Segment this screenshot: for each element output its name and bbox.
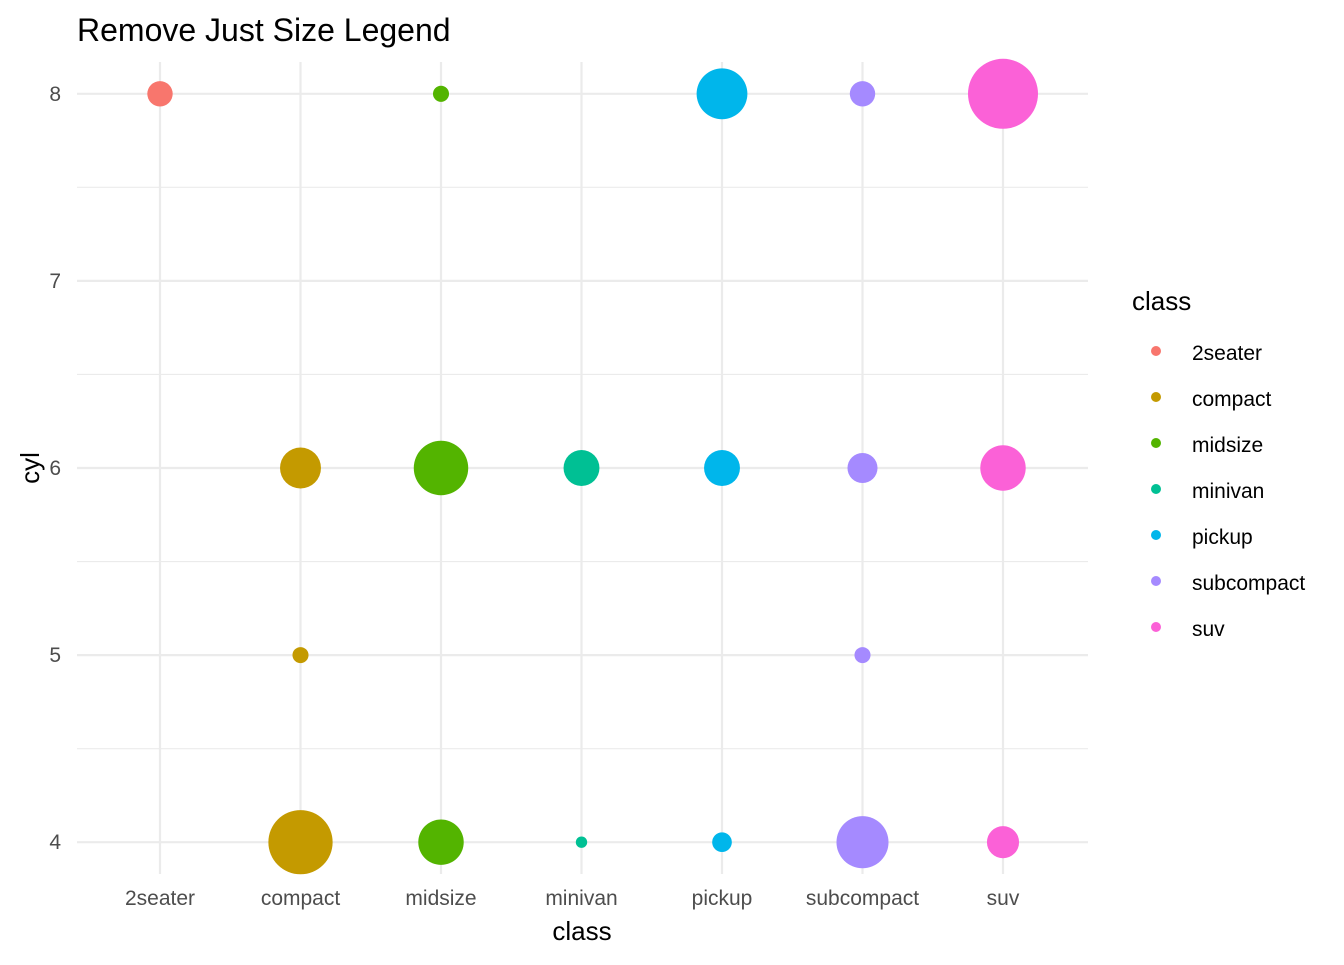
x-tick-label: subcompact: [806, 887, 919, 910]
x-tick-label: pickup: [692, 887, 753, 910]
y-tick-label: 8: [49, 83, 61, 106]
x-tick-label: midsize: [405, 887, 476, 910]
data-point: [847, 452, 878, 484]
points-layer: [147, 58, 1038, 875]
data-point: [432, 85, 450, 102]
data-point: [849, 81, 876, 107]
y-tick-label: 6: [49, 457, 61, 480]
data-point: [268, 810, 333, 875]
legend-items: 2seater compact midsize minivan pickup subcom…: [1151, 342, 1305, 641]
legend-key: [1151, 622, 1161, 632]
data-point: [854, 647, 871, 664]
x-axis-title: class: [552, 916, 611, 946]
legend-title: class: [1132, 286, 1191, 316]
data-point: [968, 58, 1038, 129]
x-tick-label: compact: [261, 887, 341, 910]
x-tick-label: minivan: [545, 887, 617, 910]
legend-label: midsize: [1192, 434, 1263, 457]
legend-key: [1151, 530, 1161, 540]
data-point: [413, 440, 469, 496]
legend-item: midsize: [1151, 434, 1263, 457]
data-point: [292, 647, 309, 664]
legend-label: pickup: [1192, 526, 1253, 549]
legend-label: minivan: [1192, 480, 1264, 503]
legend-item: minivan: [1151, 480, 1264, 503]
legend-label: compact: [1192, 388, 1272, 411]
y-axis-title: cyl: [15, 452, 45, 484]
data-point: [418, 819, 464, 865]
data-point: [986, 826, 1020, 859]
legend: class 2seater compact midsize minivan pickup…: [1132, 286, 1305, 641]
legend-item: compact: [1151, 388, 1272, 411]
legend-item: subcompact: [1151, 572, 1305, 595]
data-point: [575, 836, 588, 848]
data-point: [704, 450, 740, 486]
data-point: [712, 832, 732, 853]
legend-key: [1151, 576, 1161, 586]
data-point: [563, 450, 600, 486]
y-axis-ticks: 4 5 6 7 8: [49, 83, 61, 854]
legend-key: [1151, 484, 1161, 494]
x-axis-ticks: 2seater compact midsize minivan pickup subcom…: [125, 887, 1020, 910]
legend-item: suv: [1151, 618, 1225, 641]
chart-title: Remove Just Size Legend: [77, 12, 451, 48]
x-tick-label: 2seater: [125, 887, 195, 910]
y-tick-label: 4: [49, 831, 61, 854]
legend-item: 2seater: [1151, 342, 1262, 365]
data-point: [836, 816, 889, 869]
legend-label: subcompact: [1192, 572, 1305, 595]
legend-key: [1151, 438, 1161, 448]
y-tick-label: 5: [49, 644, 61, 667]
legend-label: 2seater: [1192, 342, 1262, 365]
data-point: [280, 447, 321, 489]
legend-key: [1151, 346, 1161, 356]
legend-label: suv: [1192, 618, 1225, 641]
legend-key: [1151, 392, 1161, 402]
data-point: [980, 445, 1026, 491]
data-point: [696, 68, 748, 120]
data-point: [147, 81, 173, 107]
legend-item: pickup: [1151, 526, 1253, 549]
x-tick-label: suv: [987, 887, 1020, 910]
y-tick-label: 7: [49, 270, 61, 293]
